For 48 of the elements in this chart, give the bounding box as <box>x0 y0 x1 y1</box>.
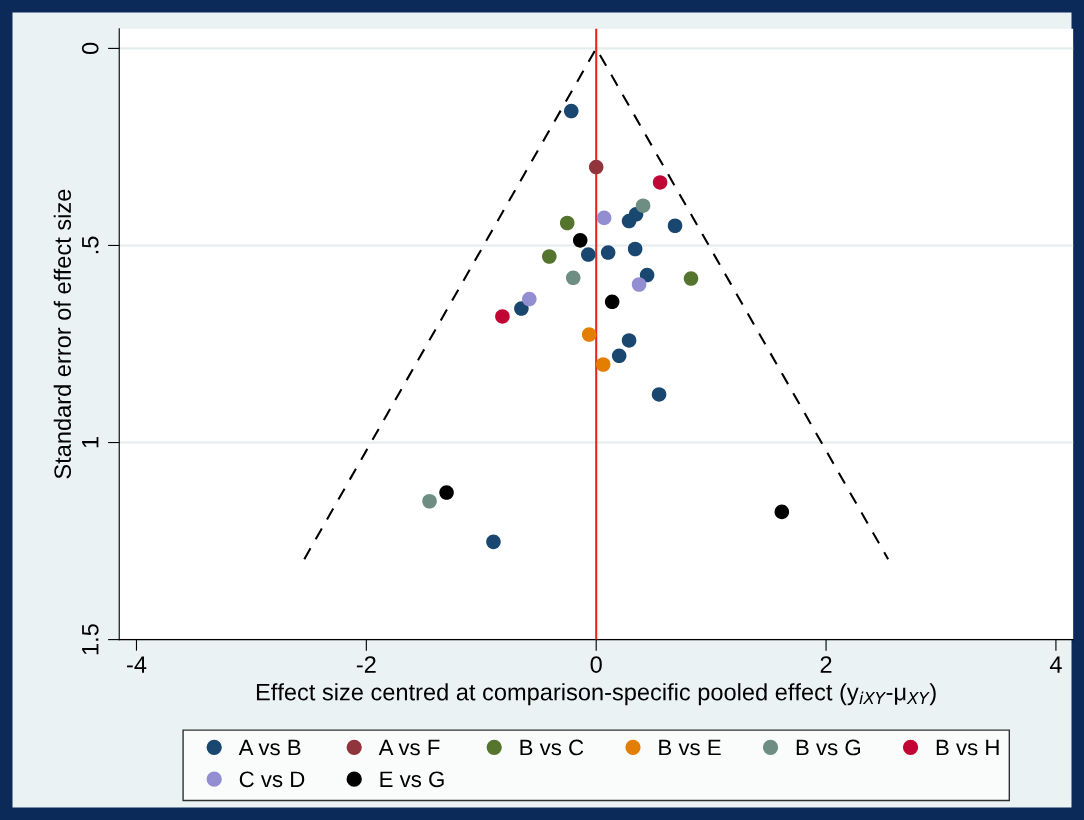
point <box>600 245 616 260</box>
point <box>581 327 597 342</box>
legend-label: E vs G <box>380 771 444 788</box>
point <box>639 267 655 283</box>
point <box>542 249 557 264</box>
legend-label: B vs G <box>796 739 860 756</box>
point <box>572 233 588 248</box>
legend-label: B vs C <box>520 739 584 756</box>
point <box>611 348 627 364</box>
point <box>651 387 667 402</box>
x-axis-title: Effect size centred at comparison-specific pooled effect (y$_{iXY}$-μ$_{XY}$) <box>256 683 936 706</box>
point <box>683 271 699 286</box>
x-tick-label: 2 <box>820 656 832 673</box>
legend-label: C vs D <box>239 771 305 788</box>
legend-label: A vs B <box>238 739 301 756</box>
x-tick-label: 0 <box>590 656 602 673</box>
point <box>588 159 604 175</box>
point <box>486 534 501 550</box>
point <box>422 493 437 509</box>
point <box>563 103 579 119</box>
point <box>621 333 637 348</box>
point <box>559 215 575 231</box>
point <box>439 485 454 500</box>
point <box>631 277 647 292</box>
point <box>627 241 643 257</box>
point <box>635 198 651 213</box>
y-tick-label: .5 <box>82 236 99 254</box>
y-tick-label: 1 <box>82 437 99 448</box>
y-tick-label: 1.5 <box>82 624 99 655</box>
point <box>514 301 529 316</box>
point <box>667 218 683 234</box>
legend-label: B vs H <box>936 739 999 756</box>
x-tick-label: -2 <box>356 656 376 673</box>
point <box>596 210 612 226</box>
y-tick-label: 0 <box>81 42 99 55</box>
point <box>565 270 581 286</box>
y-axis-title: Standard error of effect size <box>53 189 72 479</box>
point <box>652 175 668 190</box>
x-tick-label: 4 <box>1049 656 1062 673</box>
point <box>774 504 790 520</box>
point <box>495 309 510 324</box>
point <box>522 291 537 307</box>
point <box>595 357 611 372</box>
point <box>580 247 596 262</box>
legend-label: A vs F <box>378 739 440 756</box>
legend-label: B vs E <box>659 739 721 756</box>
point <box>604 294 620 310</box>
x-tick-label: -4 <box>127 656 147 673</box>
